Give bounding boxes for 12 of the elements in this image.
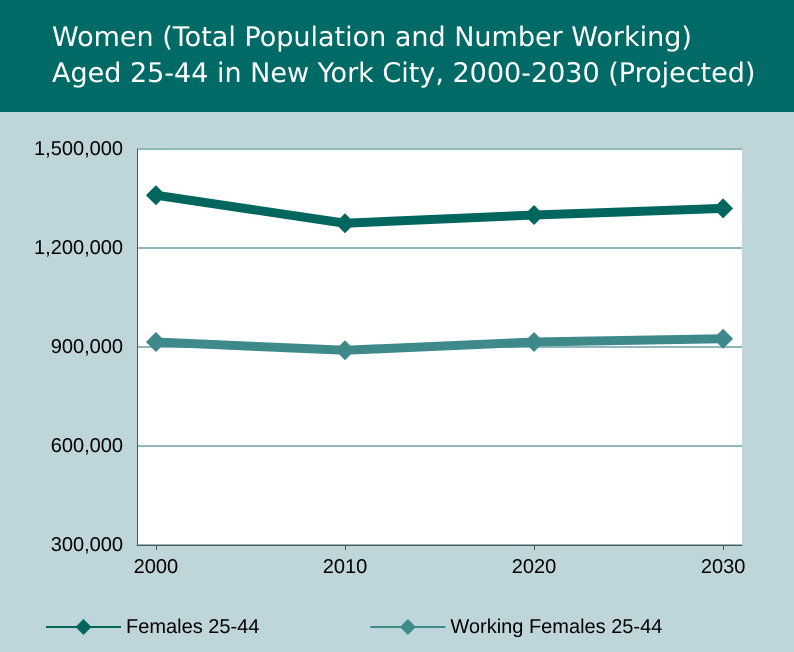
x-tick-label: 2000 — [134, 556, 178, 578]
chart-title: Women (Total Population and Number Working) Aged 25-44 in New York City, 2000-2030 (Projected) — [0, 0, 794, 112]
y-tick-label: 900,000 — [50, 336, 123, 358]
y-tick-label: 300,000 — [50, 534, 123, 556]
y-tick-label: 1,200,000 — [34, 237, 123, 259]
legend-label: Working Females 25-44 — [450, 616, 662, 638]
x-tick-label: 2020 — [512, 556, 556, 578]
y-tick-label: 1,500,000 — [34, 138, 123, 160]
x-tick-label: 2010 — [322, 556, 368, 578]
y-tick-label: 600,000 — [50, 435, 123, 457]
x-tick-label: 2030 — [700, 556, 746, 578]
legend-label: Females 25-44 — [126, 616, 260, 638]
